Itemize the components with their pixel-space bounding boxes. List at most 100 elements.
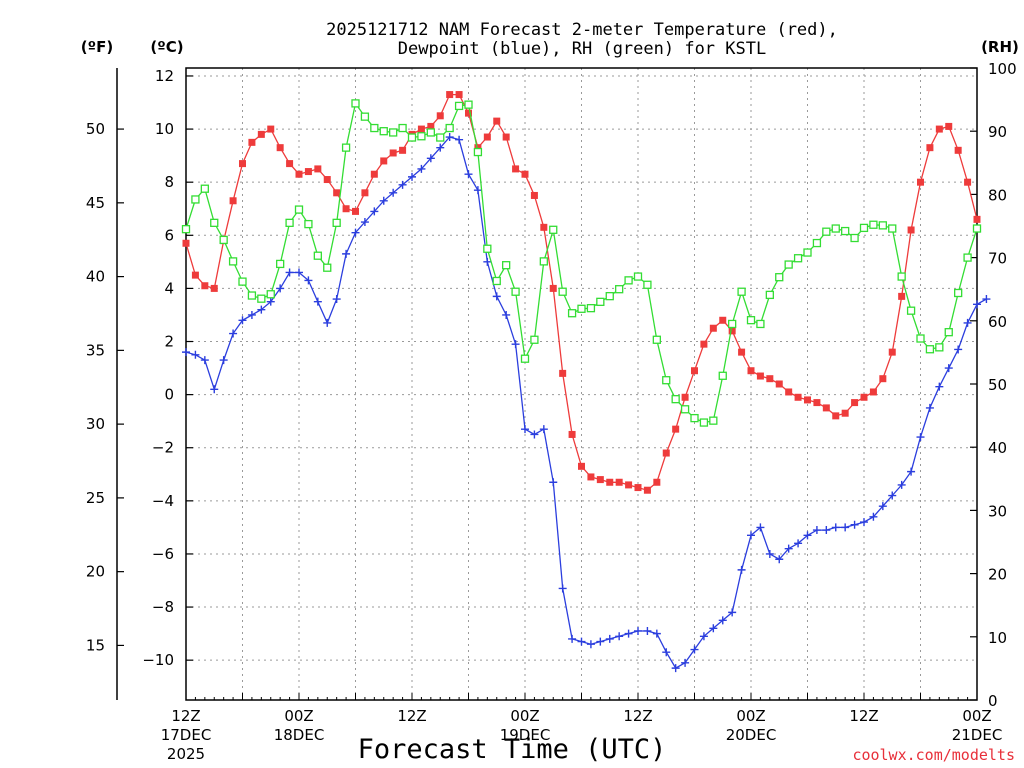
series-rh (181, 99, 982, 427)
data-point-temperature (314, 165, 322, 173)
data-point-rh (916, 334, 925, 343)
data-point-dewpoint (794, 539, 803, 548)
x-tick-label: 12Z (849, 707, 878, 725)
data-point-dewpoint (276, 284, 285, 293)
data-point-temperature (239, 160, 246, 168)
data-point-temperature (465, 109, 472, 117)
x-tick-label: 12Z (623, 707, 652, 725)
data-point-dewpoint (803, 531, 812, 540)
data-point-temperature (333, 189, 341, 197)
data-point-temperature (691, 367, 698, 375)
data-point-temperature (549, 284, 557, 292)
data-point-rh (473, 147, 483, 157)
data-point-rh (436, 133, 445, 142)
data-point-dewpoint (351, 228, 360, 237)
data-point-rh (841, 226, 850, 236)
data-point-dewpoint (408, 172, 416, 181)
data-point-temperature (417, 125, 425, 133)
data-point-dewpoint (671, 664, 680, 673)
data-point-dewpoint (605, 634, 614, 643)
data-point-temperature (700, 340, 708, 348)
data-point-dewpoint (360, 218, 369, 227)
rh-tick-label: 100 (988, 60, 1017, 78)
data-point-temperature (860, 393, 868, 401)
data-point-temperature (342, 205, 350, 213)
data-point-dewpoint (455, 135, 464, 144)
data-point-rh (624, 276, 633, 285)
data-point-temperature (323, 176, 331, 184)
chart-title-line-2: Dewpoint (blue), RH (green) for KSTL (398, 39, 766, 59)
data-point-temperature (361, 189, 369, 197)
x-tick-label: 18DEC (274, 726, 325, 744)
data-point-dewpoint (747, 531, 755, 540)
fahrenheit-tick-label: 20 (86, 563, 105, 581)
data-point-rh (360, 112, 370, 121)
data-point-rh (793, 254, 803, 263)
data-point-rh (737, 287, 746, 296)
data-point-temperature (606, 478, 614, 486)
data-point-temperature (738, 348, 746, 356)
data-point-dewpoint (426, 154, 435, 163)
data-point-rh (803, 248, 812, 257)
data-point-dewpoint (210, 385, 219, 394)
data-point-dewpoint (822, 526, 831, 535)
data-point-temperature (257, 130, 265, 138)
data-point-temperature (813, 399, 821, 407)
data-point-rh (323, 263, 332, 272)
data-point-temperature (822, 404, 830, 412)
data-point-rh (341, 143, 351, 152)
data-point-dewpoint (831, 523, 840, 532)
data-point-temperature (879, 375, 887, 383)
grid-lines (186, 68, 977, 700)
fahrenheit-tick-label: 15 (86, 636, 105, 654)
data-point-dewpoint (737, 565, 746, 574)
data-point-temperature (455, 91, 463, 99)
data-point-rh (351, 99, 360, 108)
data-point-rh (586, 304, 596, 313)
data-point-dewpoint (332, 295, 341, 304)
data-point-temperature (794, 393, 802, 401)
celsius-tick-label: 10 (155, 120, 174, 138)
celsius-tick-label: −4 (152, 492, 174, 510)
data-point-temperature (935, 125, 943, 133)
data-point-rh (605, 292, 614, 301)
data-point-rh (671, 395, 680, 404)
data-point-temperature (625, 481, 633, 489)
data-point-dewpoint (634, 626, 642, 635)
data-point-dewpoint (502, 310, 511, 319)
data-point-dewpoint (643, 626, 652, 635)
data-point-rh (699, 418, 709, 427)
data-point-dewpoint (511, 340, 520, 349)
data-point-temperature (954, 146, 962, 154)
data-point-dewpoint (690, 645, 699, 654)
celsius-tick-label: −8 (152, 598, 174, 616)
data-point-temperature (389, 149, 397, 157)
data-point-rh (210, 218, 219, 227)
data-point-dewpoint (200, 356, 209, 365)
data-point-temperature (380, 157, 388, 165)
celsius-tick-label: 4 (164, 279, 174, 297)
data-point-temperature (719, 316, 727, 324)
x-axis-label: Forecast Time (UTC) (358, 734, 667, 765)
data-point-dewpoint (521, 425, 529, 434)
data-point-rh (370, 123, 379, 133)
data-point-temperature (295, 170, 303, 178)
data-point-rh (972, 224, 982, 233)
data-point-rh (549, 225, 558, 234)
data-point-rh (200, 184, 209, 193)
data-point-dewpoint (530, 430, 539, 439)
data-point-rh (191, 195, 200, 204)
data-point-temperature (248, 138, 256, 146)
data-point-rh (219, 235, 228, 245)
data-point-temperature (502, 133, 510, 141)
data-point-dewpoint (869, 512, 878, 521)
rh-tick-label: 70 (988, 250, 1007, 268)
series-temperature (182, 91, 981, 494)
data-point-dewpoint (624, 629, 633, 638)
celsius-tick-label: 0 (164, 386, 174, 404)
data-point-rh (596, 297, 605, 306)
data-point-temperature (709, 324, 717, 332)
data-point-rh (577, 304, 586, 313)
data-point-rh (765, 290, 774, 300)
data-point-dewpoint (398, 180, 407, 189)
